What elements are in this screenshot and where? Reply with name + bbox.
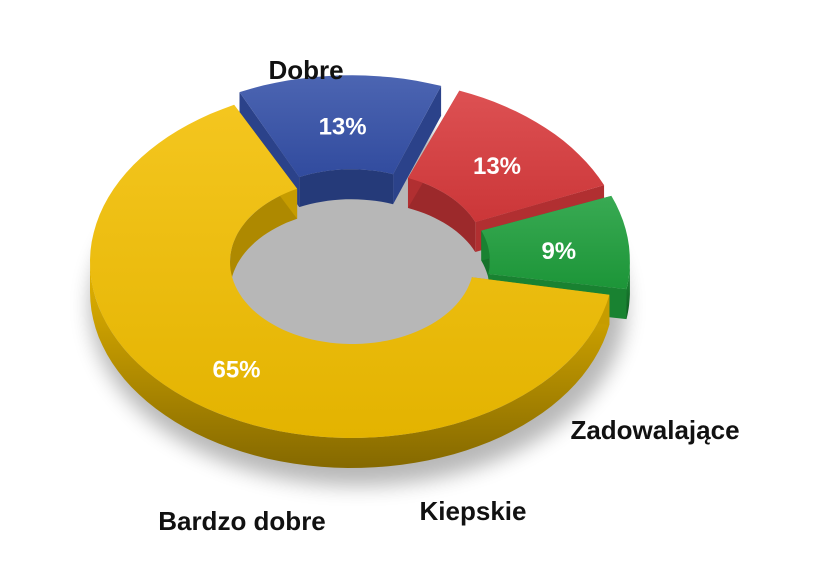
slice-dobre xyxy=(90,104,610,468)
slice-top-face xyxy=(239,75,442,178)
slice-top-face xyxy=(408,90,605,223)
slice-top-face xyxy=(481,195,630,290)
slice-inner-wall xyxy=(230,188,298,292)
data-label: 65% xyxy=(212,356,260,383)
slice-top-face xyxy=(90,104,610,439)
category-label: Dobre xyxy=(268,55,343,85)
slice-inner-wall xyxy=(408,178,476,253)
data-label: 9% xyxy=(541,238,576,265)
data-label: 13% xyxy=(473,153,521,180)
category-label: Bardzo dobre xyxy=(158,506,326,536)
slice-end-cap xyxy=(393,85,442,205)
slice-inner-wall xyxy=(299,169,394,208)
slice-outer-wall xyxy=(90,262,610,468)
data-label: 13% xyxy=(319,114,367,141)
category-label: Kiepskie xyxy=(420,496,527,526)
category-label: Zadowalające xyxy=(570,415,739,445)
slice-outer-wall xyxy=(626,260,630,320)
